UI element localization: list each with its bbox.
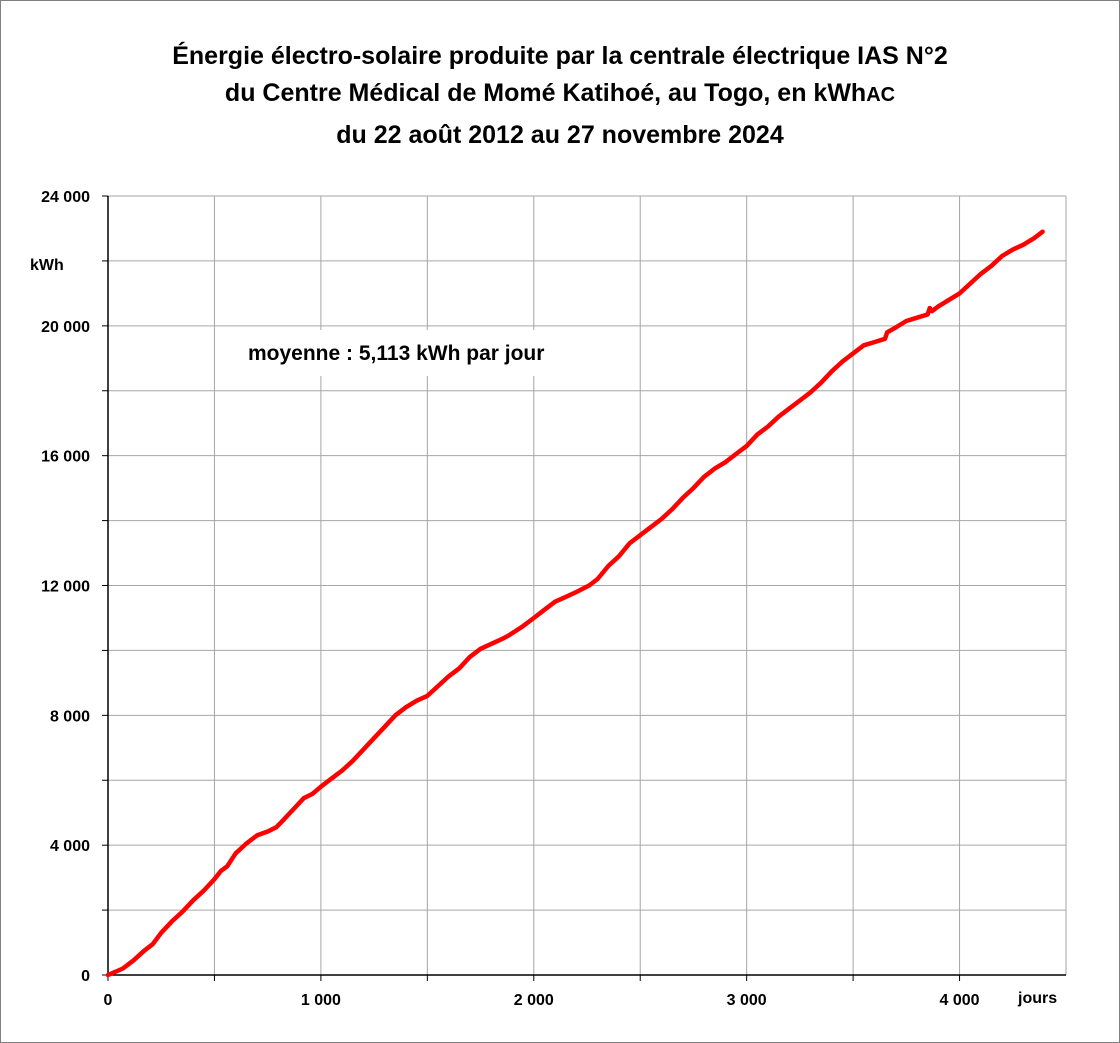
- series-layer: [105, 229, 1045, 978]
- y-tick-label: 20 000: [41, 319, 90, 336]
- x-tick-label: 1 000: [301, 992, 341, 1009]
- chart-title-suffix: AC: [866, 84, 896, 106]
- x-tick-label: 0: [104, 992, 113, 1009]
- x-axis-label: jours: [1017, 990, 1057, 1007]
- x-tick-label: 2 000: [514, 992, 554, 1009]
- chart-title-line-1: Énergie électro-solaire produite par la …: [172, 42, 948, 70]
- y-tick-label: 0: [81, 968, 90, 985]
- grid-lines: [108, 195, 1067, 975]
- annotation-background: [238, 330, 623, 376]
- y-tick-label: 16 000: [41, 449, 90, 466]
- series-line: [105, 229, 1045, 978]
- y-axis-label: kWh: [30, 257, 64, 274]
- axes: [102, 195, 1066, 981]
- y-tick-label: 8 000: [50, 708, 90, 725]
- y-tick-label: 12 000: [41, 579, 90, 596]
- tick-labels: 0 4 000 8 000 12 000 16 000 20 000 24 000 0 1 00…: [41, 189, 980, 1009]
- y-tick-label: 24 000: [41, 189, 90, 206]
- chart-title-line-2: du Centre Médical de Momé Katihoé, au To…: [224, 79, 896, 107]
- chart-title-line-3: du 22 août 2012 au 27 novembre 2024: [336, 121, 784, 149]
- x-tick-label: 3 000: [727, 992, 767, 1009]
- x-tick-label: 4 000: [940, 992, 980, 1009]
- average-annotation: moyenne : 5,113 kWh par jour: [248, 342, 544, 365]
- y-tick-label: 4 000: [50, 838, 90, 855]
